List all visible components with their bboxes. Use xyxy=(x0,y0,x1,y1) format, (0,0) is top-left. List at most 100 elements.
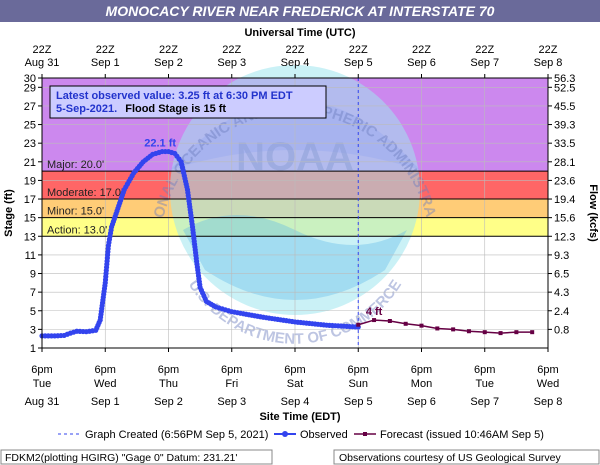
info-box-background xyxy=(49,85,327,119)
y-right-title: Flow (kcfs) xyxy=(587,184,599,242)
footer: FDKM2(plotting HGIRG) "Gage 0" Datum: 23… xyxy=(0,449,600,465)
bottom-tick-day: Wed xyxy=(537,378,559,390)
bottom-tick-day: Fri xyxy=(225,378,238,390)
y-right-tick-label: 28.1 xyxy=(554,157,575,169)
band-label-minor: Minor: 15.0' xyxy=(47,206,104,218)
y-left-tick-label: 5 xyxy=(30,306,36,318)
top-tick-time: 22Z xyxy=(539,44,558,56)
y-left-tick-label: 9 xyxy=(30,269,36,281)
info-line-2: 5-Sep-2021. Flood Stage is 15 ft xyxy=(56,103,226,115)
y-right-tick-label: 2.4 xyxy=(554,306,569,318)
legend-observed-marker xyxy=(282,431,288,437)
bottom-tick-day: Mon xyxy=(411,378,432,390)
bottom-tick-day: Thu xyxy=(159,378,178,390)
top-tick-time: 22Z xyxy=(159,44,178,56)
forecast-point xyxy=(498,331,503,336)
top-axis-title: Universal Time (UTC) xyxy=(244,27,355,39)
bottom-tick-time: 6pm xyxy=(474,364,495,376)
y-right-tick-label: 33.5 xyxy=(554,138,575,150)
info-date: 5-Sep-2021. xyxy=(56,103,117,115)
series-layer: 22.1 ft 4 ft xyxy=(39,78,535,348)
bottom-tick-time: 6pm xyxy=(221,364,242,376)
forecast-peak-label: 4 ft xyxy=(366,306,383,318)
bottom-tick-date: Sep 7 xyxy=(470,396,499,408)
footer-datum: FDKM2(plotting HGIRG) "Gage 0" Datum: 23… xyxy=(5,452,237,464)
bottom-tick-date: Sep 2 xyxy=(154,396,183,408)
y-left-title: Stage (ft) xyxy=(3,189,15,237)
y-right-tick-label: 12.3 xyxy=(554,231,575,243)
y-right-tick-label: 6.5 xyxy=(554,269,569,281)
y-left-tick-label: 25 xyxy=(24,120,36,132)
y-left-tick-label: 29 xyxy=(24,82,36,94)
bottom-axis-title: Site Time (EDT) xyxy=(259,411,340,423)
top-tick-time: 22Z xyxy=(222,44,241,56)
title-bar xyxy=(0,0,600,22)
chart-title: MONOCACY RIVER NEAR FREDERICK AT INTERST… xyxy=(106,3,495,19)
forecast-point xyxy=(419,323,424,328)
y-right-tick-label: 45.5 xyxy=(554,101,575,113)
bottom-tick-time: 6pm xyxy=(411,364,432,376)
series-forecast-line xyxy=(358,319,533,334)
top-tick-time: 22Z xyxy=(96,44,115,56)
y-left-tick-label: 15 xyxy=(24,213,36,225)
forecast-point xyxy=(387,319,392,323)
bottom-tick-time: 6pm xyxy=(537,364,558,376)
bottom-tick-day: Tue xyxy=(33,378,52,390)
legend: Graph Created (6:56PM Sep 5, 2021) Obser… xyxy=(58,429,544,441)
forecast-point xyxy=(482,330,487,335)
y-left-tick-label: 7 xyxy=(30,287,36,299)
band-label-moderate: Moderate: 17.0' xyxy=(47,187,123,199)
footer-right-box xyxy=(333,449,600,465)
bottom-tick-time: 6pm xyxy=(348,364,369,376)
band-label-major: Major: 20.0' xyxy=(47,159,104,171)
y-left-tick-label: 21 xyxy=(24,157,36,169)
y-left-tick-label: 19 xyxy=(24,175,36,187)
y-right-tick-label: 52.5 xyxy=(554,82,575,94)
y-right-tick-label: 4.3 xyxy=(554,287,569,299)
bottom-tick-date: Sep 8 xyxy=(534,396,563,408)
legend-created: Graph Created (6:56PM Sep 5, 2021) xyxy=(85,429,268,441)
forecast-point xyxy=(372,318,377,323)
top-tick-time: 22Z xyxy=(475,44,494,56)
y-left-tick-label: 17 xyxy=(24,194,36,206)
flood-band-labels: Major: 20.0' Moderate: 17.0' Minor: 15.0' A… xyxy=(47,159,123,236)
top-tick-date: Sep 5 xyxy=(344,57,373,69)
forecast-point xyxy=(530,330,535,335)
top-tick-date: Sep 8 xyxy=(534,57,563,69)
y-right-tick-label: 15.6 xyxy=(554,213,575,225)
y-left-tick-label: 3 xyxy=(30,324,36,336)
bottom-tick-time: 6pm xyxy=(284,364,305,376)
top-tick-time: 22Z xyxy=(286,44,305,56)
y-left-tick-label: 1 xyxy=(30,343,36,355)
axes: 1357911131517192123252729300.82.44.36.59… xyxy=(24,44,576,408)
top-tick-date: Sep 6 xyxy=(407,57,436,69)
forecast-point xyxy=(466,329,471,334)
bottom-tick-date: Sep 1 xyxy=(91,396,120,408)
legend-forecast: Forecast (issued 10:46AM Sep 5) xyxy=(380,429,544,441)
y-left-tick-label: 30 xyxy=(24,73,36,85)
info-flood-stage: Flood Stage is 15 ft xyxy=(125,103,226,115)
y-right-tick-label: 0.8 xyxy=(554,324,569,336)
legend-forecast-marker xyxy=(363,432,367,436)
bottom-tick-date: Sep 5 xyxy=(344,396,373,408)
forecast-point xyxy=(514,330,519,335)
bottom-tick-date: Sep 3 xyxy=(217,396,246,408)
y-left-tick-label: 23 xyxy=(24,138,36,150)
y-right-tick-label: 23.6 xyxy=(554,175,575,187)
bottom-tick-day: Sat xyxy=(287,378,304,390)
peak-label: 22.1 ft xyxy=(144,138,176,150)
forecast-point xyxy=(435,326,440,331)
band-label-action: Action: 13.0' xyxy=(47,224,107,236)
bottom-tick-date: Sep 6 xyxy=(407,396,436,408)
top-tick-time: 22Z xyxy=(33,44,52,56)
bottom-tick-date: Aug 31 xyxy=(25,396,60,408)
info-box: Latest observed value: 3.25 ft at 6:30 P… xyxy=(49,85,327,119)
top-tick-date: Sep 3 xyxy=(217,57,246,69)
top-tick-time: 22Z xyxy=(412,44,431,56)
bottom-tick-date: Sep 4 xyxy=(281,396,310,408)
bottom-tick-time: 6pm xyxy=(95,364,116,376)
y-left-tick-label: 13 xyxy=(24,231,36,243)
top-tick-time: 22Z xyxy=(349,44,368,56)
